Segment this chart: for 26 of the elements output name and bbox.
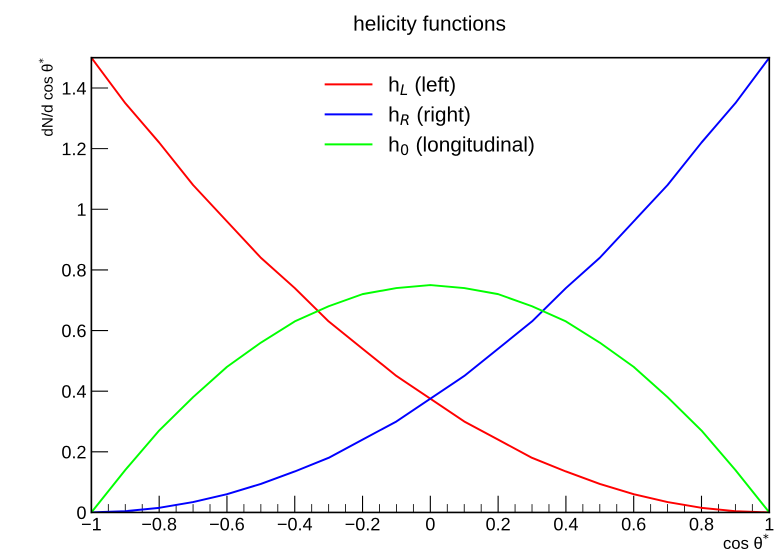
x-tick-label: −1 bbox=[82, 518, 101, 530]
y-tick-label: 1.2 bbox=[62, 142, 86, 156]
legend-label: h$_{R}$ (right) bbox=[390, 106, 470, 126]
y-tick-label: 1 bbox=[78, 203, 86, 216]
line-series bbox=[91, 58, 770, 512]
y-axis-title: dN/d cos θ$^{*}$ bbox=[38, 58, 53, 136]
x-tick-label: −0.2 bbox=[346, 518, 380, 531]
x-tick-label: −0.6 bbox=[210, 518, 244, 531]
legend-label: h$_{0}$ (longitudinal) bbox=[390, 136, 534, 156]
x-tick-label: −0.4 bbox=[278, 518, 312, 531]
x-axis-title: cos θ$^{*}$ bbox=[724, 534, 768, 549]
x-tick-label: 1 bbox=[766, 518, 774, 530]
y-tick-label: 0 bbox=[77, 506, 86, 520]
y-tick-label: 0.8 bbox=[62, 264, 86, 277]
legend-label: h$_{L}$ (left) bbox=[390, 76, 455, 96]
y-tick-label: 0.6 bbox=[62, 324, 86, 338]
x-tick-label: −0.8 bbox=[142, 518, 176, 531]
x-tick-label: 0.8 bbox=[690, 518, 714, 531]
x-tick-label: 0.6 bbox=[622, 518, 646, 531]
x-tick-label: 0 bbox=[426, 518, 435, 531]
x-tick-label: 0.4 bbox=[554, 518, 578, 531]
chart-title: helicity functions bbox=[354, 15, 506, 35]
y-tick-label: 0.2 bbox=[62, 446, 86, 458]
x-tick-label: 0.2 bbox=[486, 518, 510, 531]
y-tick-label: 0.4 bbox=[62, 385, 86, 398]
y-tick-label: 1.4 bbox=[62, 82, 86, 95]
